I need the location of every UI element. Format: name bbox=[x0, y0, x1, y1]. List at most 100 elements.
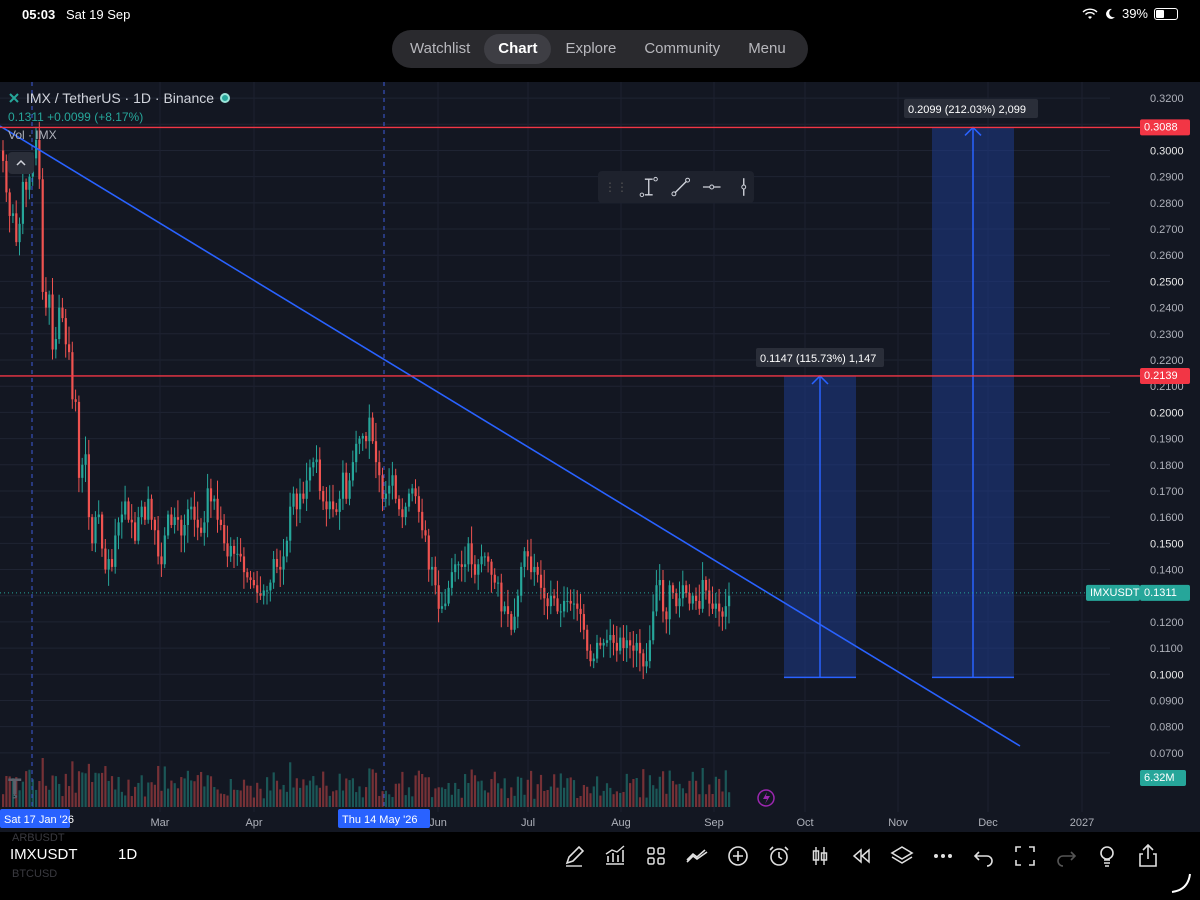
candle-body bbox=[464, 564, 467, 567]
replay-icon[interactable] bbox=[847, 842, 875, 870]
undo-icon[interactable] bbox=[970, 842, 998, 870]
volume-bar bbox=[351, 778, 354, 807]
market-open-icon bbox=[220, 93, 231, 103]
candle-body bbox=[556, 598, 559, 612]
drawings[interactable] bbox=[0, 82, 1140, 807]
candle-body bbox=[536, 566, 539, 575]
candle-body bbox=[203, 522, 206, 533]
volume-bar bbox=[520, 777, 523, 807]
volume-bar bbox=[180, 777, 183, 807]
redo-icon[interactable] bbox=[1052, 842, 1080, 870]
volume-bar bbox=[447, 782, 450, 807]
volume-bar bbox=[368, 768, 371, 807]
trendline-icon[interactable] bbox=[670, 176, 692, 198]
more-icon[interactable] bbox=[929, 842, 957, 870]
horizontal-ray-icon[interactable] bbox=[701, 176, 723, 198]
candle-body bbox=[358, 438, 361, 444]
volume-bar bbox=[398, 783, 401, 807]
volume-bar bbox=[91, 781, 94, 807]
timeframe-button[interactable]: 1D bbox=[118, 846, 138, 863]
volume-bar bbox=[308, 780, 312, 807]
candle-body bbox=[625, 640, 628, 649]
volume-legend[interactable]: Vol · IMX bbox=[8, 128, 57, 142]
candle-body bbox=[582, 614, 585, 630]
imx-logo-icon bbox=[9, 93, 19, 103]
volume-bar bbox=[38, 780, 41, 807]
share-icon[interactable] bbox=[1134, 842, 1162, 870]
candle-body bbox=[708, 590, 711, 604]
y-tick-label: 0.1400 bbox=[1150, 565, 1184, 577]
tab-explore[interactable]: Explore bbox=[565, 40, 617, 57]
volume-bar bbox=[249, 785, 252, 807]
candle-body bbox=[2, 150, 5, 161]
candle-body bbox=[579, 608, 582, 615]
volume-bar bbox=[223, 794, 226, 807]
volume-bar bbox=[124, 795, 127, 807]
volume-bar bbox=[332, 791, 335, 807]
volume-bar bbox=[295, 778, 298, 807]
candle-body bbox=[249, 577, 252, 580]
resize-handle-icon[interactable] bbox=[1170, 872, 1192, 894]
candle-body bbox=[246, 572, 249, 578]
symbol-button[interactable]: IMXUSDT bbox=[10, 846, 78, 863]
add-icon[interactable] bbox=[724, 842, 752, 870]
volume-bar bbox=[325, 785, 328, 807]
volume-bar bbox=[18, 790, 21, 807]
candle-body bbox=[137, 517, 140, 541]
idea-icon[interactable] bbox=[1093, 842, 1121, 870]
volume-bar bbox=[130, 796, 133, 807]
tab-watchlist[interactable]: Watchlist bbox=[410, 40, 471, 57]
candle-body bbox=[539, 574, 543, 588]
volume-bar bbox=[592, 786, 595, 807]
vertical-line-icon[interactable] bbox=[733, 176, 755, 198]
candle-body bbox=[58, 307, 61, 340]
pencil-icon[interactable] bbox=[560, 842, 588, 870]
drawing-floating-toolbar: ⋮⋮ bbox=[598, 171, 754, 203]
symbol-title[interactable]: IMX / TetherUS · 1D · Binance bbox=[26, 90, 215, 106]
tab-chart[interactable]: Chart bbox=[484, 34, 552, 64]
time-axis[interactable]: Mar Apr Jun Jul Aug Sep Oct Nov Dec 2027 bbox=[151, 817, 1095, 829]
measure-tools[interactable] bbox=[784, 126, 1014, 679]
volume-bar bbox=[431, 797, 434, 807]
y-tick-label: 0.1200 bbox=[1150, 617, 1184, 629]
candle-body bbox=[38, 140, 41, 180]
candle-body bbox=[332, 501, 335, 510]
volume-bar bbox=[150, 782, 153, 807]
bottom-toolbar: IMXUSDT 1D ARBUSDT BTCUSD bbox=[0, 832, 1200, 900]
candle-body bbox=[572, 603, 576, 605]
volume-bar bbox=[140, 775, 143, 807]
candle-body bbox=[569, 600, 572, 604]
alert-icon[interactable] bbox=[765, 842, 793, 870]
chart-area[interactable]: 0.32000.31000.30000.29000.28000.27000.26… bbox=[0, 82, 1200, 832]
candle-body bbox=[546, 598, 549, 607]
y-tick-label: 0.3000 bbox=[1150, 145, 1184, 157]
volume-bar bbox=[381, 791, 384, 807]
candle-body bbox=[328, 501, 331, 510]
candle-type-icon[interactable] bbox=[806, 842, 834, 870]
candle-body bbox=[444, 603, 447, 607]
collapse-legend-button[interactable] bbox=[8, 152, 34, 174]
fullscreen-icon[interactable] bbox=[1011, 842, 1039, 870]
indicators-icon[interactable] bbox=[601, 842, 629, 870]
compare-icon[interactable] bbox=[683, 842, 711, 870]
tab-community[interactable]: Community bbox=[644, 40, 721, 57]
candle-body bbox=[371, 417, 374, 442]
candle-body bbox=[497, 582, 500, 584]
volume-bar bbox=[688, 780, 691, 807]
candle-body bbox=[695, 595, 698, 601]
volume-bar bbox=[543, 790, 546, 807]
price-axis[interactable]: 0.32000.31000.30000.29000.28000.27000.26… bbox=[1150, 93, 1184, 760]
volume-bar bbox=[728, 792, 731, 807]
volume-bar bbox=[147, 782, 150, 807]
drag-handle-icon[interactable]: ⋮⋮ bbox=[604, 180, 628, 194]
text-cursor-icon[interactable] bbox=[638, 176, 660, 198]
templates-icon[interactable] bbox=[642, 842, 670, 870]
candle-body bbox=[147, 498, 150, 520]
volume-bar bbox=[315, 785, 318, 807]
tab-menu[interactable]: Menu bbox=[748, 40, 786, 57]
y-tick-label: 0.2600 bbox=[1150, 250, 1184, 262]
candle-body bbox=[388, 485, 391, 494]
layers-icon[interactable] bbox=[888, 842, 916, 870]
candle-body bbox=[124, 501, 127, 515]
volume-bar bbox=[596, 776, 599, 807]
